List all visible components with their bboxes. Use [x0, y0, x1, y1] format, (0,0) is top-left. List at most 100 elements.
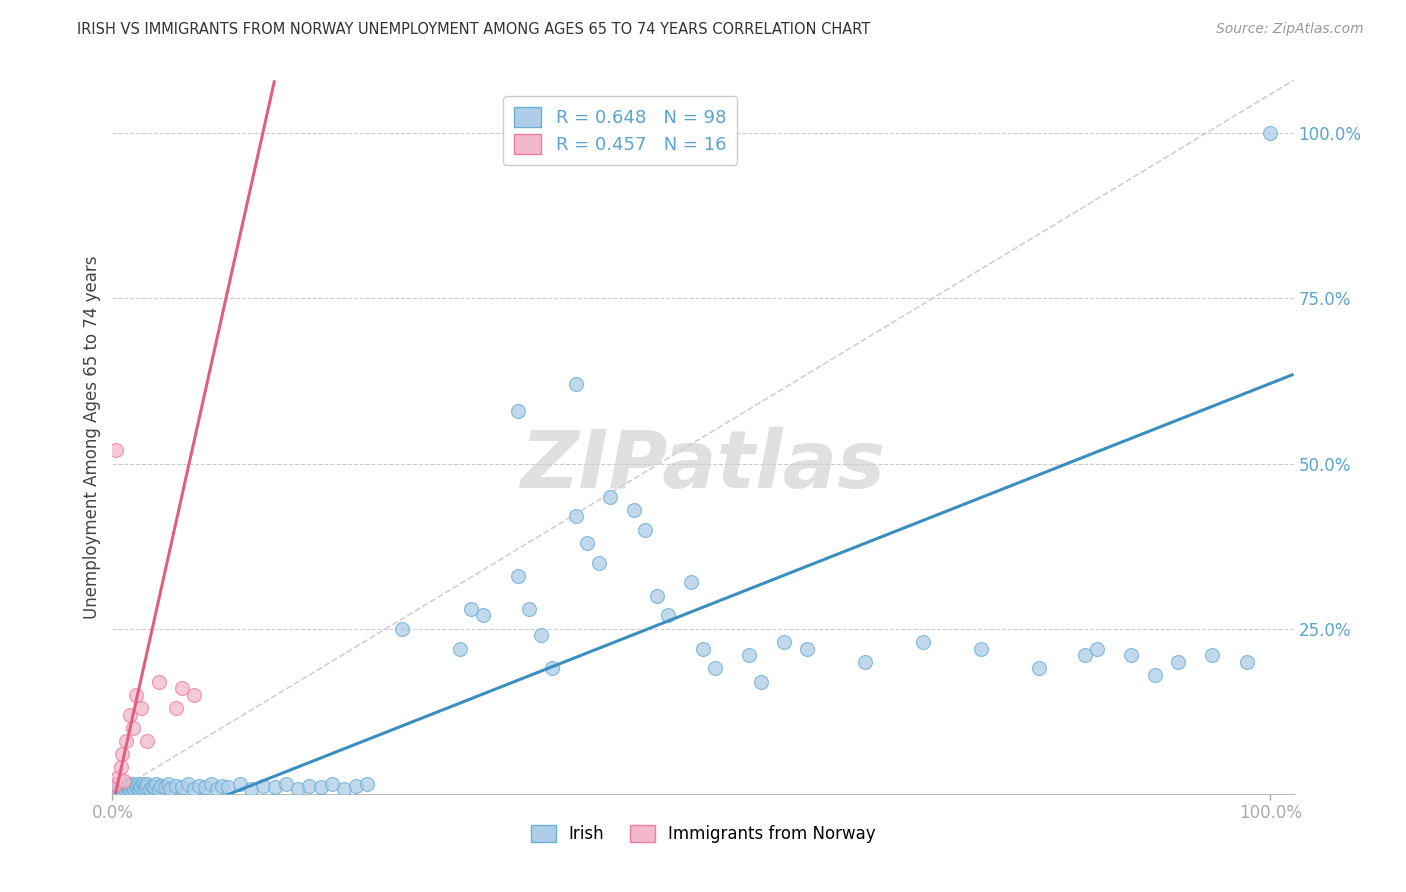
- Point: [141, 779, 163, 793]
- Point: [576, 536, 599, 550]
- Point: [124, 779, 146, 793]
- Y-axis label: Unemployment Among Ages 65 to 74 years: Unemployment Among Ages 65 to 74 years: [83, 255, 101, 619]
- Point: [136, 734, 159, 748]
- Point: [1121, 648, 1143, 662]
- Text: Source: ZipAtlas.com: Source: ZipAtlas.com: [1216, 22, 1364, 37]
- Point: [127, 777, 149, 791]
- Point: [472, 608, 495, 623]
- Point: [110, 781, 132, 796]
- Point: [634, 523, 657, 537]
- Point: [703, 661, 725, 675]
- Point: [309, 780, 332, 795]
- Point: [564, 509, 586, 524]
- Text: ZIPatlas: ZIPatlas: [520, 426, 886, 505]
- Point: [111, 747, 134, 762]
- Point: [287, 781, 309, 796]
- Point: [153, 780, 176, 795]
- Point: [1201, 648, 1223, 662]
- Point: [229, 777, 252, 791]
- Point: [564, 377, 586, 392]
- Point: [749, 674, 772, 689]
- Point: [541, 661, 564, 675]
- Point: [143, 780, 166, 795]
- Point: [111, 780, 134, 795]
- Point: [200, 777, 222, 791]
- Point: [112, 773, 135, 788]
- Point: [506, 569, 529, 583]
- Point: [1143, 668, 1166, 682]
- Point: [681, 575, 703, 590]
- Point: [623, 502, 645, 516]
- Point: [853, 655, 876, 669]
- Point: [194, 780, 217, 795]
- Point: [114, 781, 136, 796]
- Point: [217, 780, 239, 795]
- Point: [1167, 655, 1189, 669]
- Point: [131, 777, 153, 791]
- Point: [911, 635, 934, 649]
- Point: [333, 781, 356, 796]
- Point: [276, 777, 298, 791]
- Point: [121, 780, 143, 795]
- Point: [321, 777, 343, 791]
- Point: [107, 780, 129, 795]
- Point: [104, 777, 127, 791]
- Point: [645, 589, 668, 603]
- Point: [970, 641, 993, 656]
- Point: [111, 779, 134, 793]
- Point: [298, 779, 321, 793]
- Point: [1074, 648, 1097, 662]
- Point: [132, 781, 155, 796]
- Point: [183, 688, 205, 702]
- Point: [118, 777, 141, 791]
- Point: [796, 641, 818, 656]
- Point: [588, 556, 610, 570]
- Point: [449, 641, 471, 656]
- Point: [530, 628, 553, 642]
- Point: [115, 779, 138, 793]
- Point: [124, 688, 146, 702]
- Point: [240, 781, 263, 796]
- Point: [188, 779, 211, 793]
- Point: [125, 780, 148, 795]
- Point: [131, 701, 153, 715]
- Point: [1028, 661, 1050, 675]
- Point: [118, 707, 141, 722]
- Point: [657, 608, 679, 623]
- Point: [148, 781, 170, 796]
- Text: IRISH VS IMMIGRANTS FROM NORWAY UNEMPLOYMENT AMONG AGES 65 TO 74 YEARS CORRELATI: IRISH VS IMMIGRANTS FROM NORWAY UNEMPLOY…: [77, 22, 870, 37]
- Point: [135, 780, 157, 795]
- Point: [112, 777, 135, 791]
- Point: [170, 780, 193, 795]
- Point: [148, 674, 170, 689]
- Point: [391, 622, 413, 636]
- Point: [1236, 655, 1258, 669]
- Point: [773, 635, 796, 649]
- Point: [124, 781, 146, 796]
- Point: [205, 781, 228, 796]
- Point: [506, 403, 529, 417]
- Point: [145, 777, 167, 791]
- Point: [1260, 126, 1282, 140]
- Point: [108, 777, 131, 791]
- Point: [170, 681, 193, 695]
- Point: [183, 781, 205, 796]
- Point: [344, 779, 367, 793]
- Point: [107, 770, 129, 784]
- Point: [150, 779, 173, 793]
- Point: [122, 721, 145, 735]
- Legend: Irish, Immigrants from Norway: Irish, Immigrants from Norway: [524, 818, 882, 850]
- Point: [692, 641, 714, 656]
- Point: [165, 701, 187, 715]
- Point: [136, 777, 159, 791]
- Point: [165, 779, 187, 793]
- Point: [103, 780, 125, 795]
- Point: [115, 734, 138, 748]
- Point: [118, 781, 141, 796]
- Point: [177, 777, 200, 791]
- Point: [157, 777, 180, 791]
- Point: [460, 602, 482, 616]
- Point: [117, 780, 139, 795]
- Point: [263, 780, 285, 795]
- Point: [122, 777, 145, 791]
